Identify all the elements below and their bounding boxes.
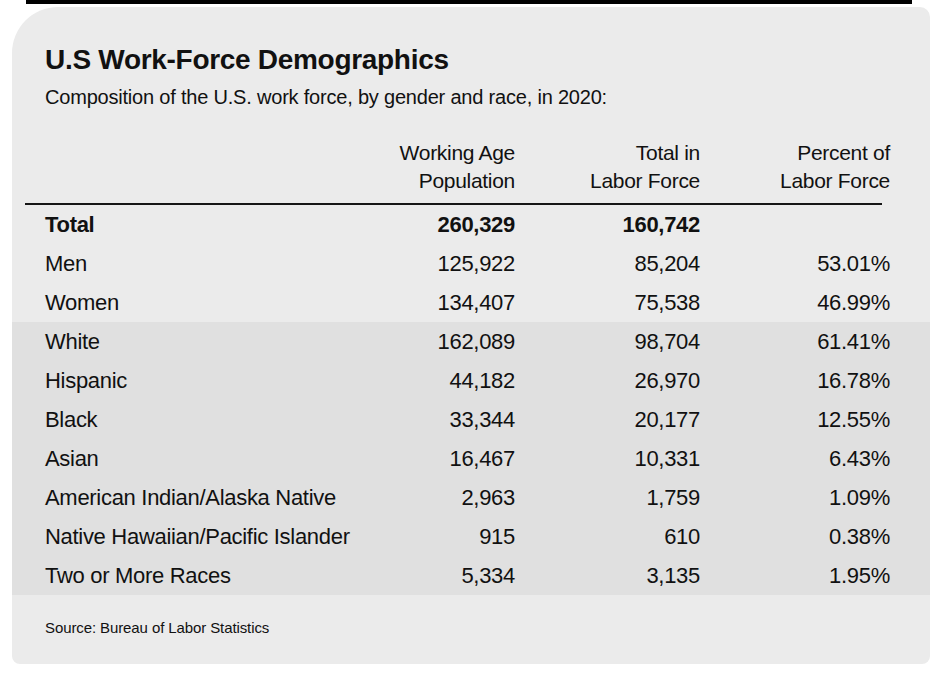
cell-percent-of-labor-force: 61.41%	[700, 322, 890, 361]
page-title: U.S Work-Force Demographics	[45, 43, 890, 77]
cell-total-in-labor-force: 1,759	[515, 478, 700, 517]
row-label: White	[45, 322, 365, 361]
cell-working-age-population: 33,344	[365, 400, 515, 439]
table-row: Asian16,46710,3316.43%	[12, 439, 930, 478]
source-note: Source: Bureau of Labor Statistics	[45, 619, 890, 636]
row-label: Two or More Races	[45, 556, 365, 595]
table-row: Two or More Races5,3343,1351.95%	[12, 556, 930, 595]
cell-total-in-labor-force: 20,177	[515, 400, 700, 439]
cell-percent-of-labor-force: 16.78%	[700, 361, 890, 400]
table-row: Total260,329160,742	[12, 205, 930, 244]
cell-percent-of-labor-force	[700, 205, 890, 244]
table-row: Black33,34420,17712.55%	[12, 400, 930, 439]
row-label: Women	[45, 283, 365, 322]
cell-working-age-population: 5,334	[365, 556, 515, 595]
cell-working-age-population: 44,182	[365, 361, 515, 400]
column-header-line: Population	[365, 167, 515, 195]
cell-total-in-labor-force: 610	[515, 517, 700, 556]
cell-working-age-population: 2,963	[365, 478, 515, 517]
row-label: Asian	[45, 439, 365, 478]
demographics-card: U.S Work-Force Demographics Composition …	[12, 7, 930, 664]
cell-working-age-population: 16,467	[365, 439, 515, 478]
table-row: American Indian/Alaska Native2,9631,7591…	[12, 478, 930, 517]
row-label: Hispanic	[45, 361, 365, 400]
column-header-total-in-labor-force: Total in Labor Force	[515, 139, 700, 195]
cell-percent-of-labor-force: 46.99%	[700, 283, 890, 322]
cell-working-age-population: 134,407	[365, 283, 515, 322]
column-header-line: Labor Force	[515, 167, 700, 195]
table-row: Men125,92285,20453.01%	[12, 244, 930, 283]
table-row: Women134,40775,53846.99%	[12, 283, 930, 322]
table-row: Native Hawaiian/Pacific Islander9156100.…	[12, 517, 930, 556]
column-header-line: Total in	[515, 139, 700, 167]
row-label: Men	[45, 244, 365, 283]
column-header-line: Working Age	[365, 139, 515, 167]
cell-total-in-labor-force: 10,331	[515, 439, 700, 478]
table-row: Hispanic44,18226,97016.78%	[12, 361, 930, 400]
column-header-working-age-population: Working Age Population	[365, 139, 515, 195]
cell-working-age-population: 162,089	[365, 322, 515, 361]
column-header-line: Labor Force	[700, 167, 890, 195]
cell-total-in-labor-force: 75,538	[515, 283, 700, 322]
top-accent-bar	[26, 0, 912, 4]
row-label: American Indian/Alaska Native	[45, 478, 365, 517]
cell-percent-of-labor-force: 1.09%	[700, 478, 890, 517]
cell-percent-of-labor-force: 6.43%	[700, 439, 890, 478]
cell-working-age-population: 260,329	[365, 205, 515, 244]
column-header-percent-of-labor-force: Percent of Labor Force	[700, 139, 890, 195]
page-subtitle: Composition of the U.S. work force, by g…	[45, 85, 890, 109]
cell-total-in-labor-force: 98,704	[515, 322, 700, 361]
cell-total-in-labor-force: 26,970	[515, 361, 700, 400]
row-label: Native Hawaiian/Pacific Islander	[45, 517, 365, 556]
cell-working-age-population: 125,922	[365, 244, 515, 283]
cell-total-in-labor-force: 160,742	[515, 205, 700, 244]
cell-percent-of-labor-force: 53.01%	[700, 244, 890, 283]
cell-percent-of-labor-force: 1.95%	[700, 556, 890, 595]
cell-percent-of-labor-force: 0.38%	[700, 517, 890, 556]
column-header-category	[45, 139, 365, 195]
cell-working-age-population: 915	[365, 517, 515, 556]
column-header-line: Percent of	[700, 139, 890, 167]
table-row: White162,08998,70461.41%	[12, 322, 930, 361]
infographic-stage: U.S Work-Force Demographics Composition …	[0, 0, 942, 676]
row-label: Black	[45, 400, 365, 439]
cell-total-in-labor-force: 3,135	[515, 556, 700, 595]
row-label: Total	[45, 205, 365, 244]
cell-total-in-labor-force: 85,204	[515, 244, 700, 283]
table-body: Total260,329160,742Men125,92285,20453.01…	[12, 205, 930, 595]
table-header-row: Working Age Population Total in Labor Fo…	[12, 139, 930, 205]
cell-percent-of-labor-force: 12.55%	[700, 400, 890, 439]
